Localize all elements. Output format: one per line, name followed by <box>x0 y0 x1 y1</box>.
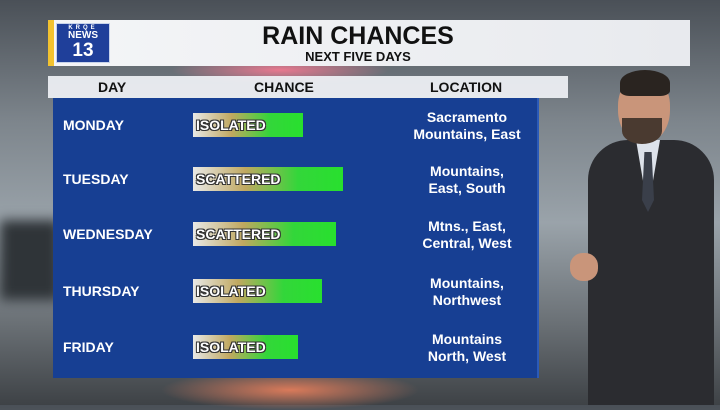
day-label: MONDAY <box>63 117 124 133</box>
background-shadow <box>0 220 60 300</box>
forecast-row: THURSDAY ISOLATED Mountains, Northwest <box>53 272 539 322</box>
hair <box>620 70 670 96</box>
chance-bar: ISOLATED <box>193 335 298 359</box>
station-logo: KRQE NEWS 13 <box>56 23 110 63</box>
day-label: TUESDAY <box>63 171 129 187</box>
day-label: THURSDAY <box>63 283 140 299</box>
chance-bar: ISOLATED <box>193 279 322 303</box>
location-text: Mtns., East, Central, West <box>397 218 537 252</box>
accent-stripe <box>48 20 54 66</box>
location-line-1: Mtns., East, <box>428 218 506 234</box>
location-line-1: Mountains, <box>430 163 504 179</box>
location-line-2: East, South <box>428 180 506 196</box>
location-text: Mountains North, West <box>397 331 537 365</box>
meteorologist <box>570 70 720 405</box>
location-line-2: Mountains, East <box>413 126 521 142</box>
forecast-panel: MONDAY ISOLATED Sacramento Mountains, Ea… <box>53 98 539 378</box>
page-title: RAIN CHANCES <box>262 22 454 50</box>
chance-bar: SCATTERED <box>193 222 336 246</box>
forecast-row: FRIDAY ISOLATED Mountains North, West <box>53 328 539 378</box>
day-label: WEDNESDAY <box>63 226 153 242</box>
logo-channel: 13 <box>72 40 94 61</box>
forecast-row: MONDAY ISOLATED Sacramento Mountains, Ea… <box>53 106 539 156</box>
logo-call-letters: KRQE <box>68 25 98 31</box>
page-subtitle: NEXT FIVE DAYS <box>305 49 411 64</box>
chance-label: SCATTERED <box>196 226 281 242</box>
chance-bar: SCATTERED <box>193 167 343 191</box>
location-text: Mountains, Northwest <box>397 275 537 309</box>
beard <box>622 118 662 144</box>
day-label: FRIDAY <box>63 339 114 355</box>
location-line-2: North, West <box>427 348 507 364</box>
location-line-2: Central, West <box>422 235 512 251</box>
location-text: Sacramento Mountains, East <box>397 109 537 143</box>
forecast-row: TUESDAY SCATTERED Mountains, East, South <box>53 160 539 210</box>
chance-label: ISOLATED <box>196 339 266 355</box>
chance-label: ISOLATED <box>196 283 266 299</box>
tie <box>642 152 654 212</box>
column-header-day: DAY <box>98 79 127 95</box>
location-line-1: Mountains <box>432 331 502 347</box>
hand <box>570 253 598 281</box>
logo-news: NEWS <box>68 30 98 41</box>
column-header-chance: CHANCE <box>254 79 314 95</box>
chance-label: SCATTERED <box>196 171 281 187</box>
column-header-location: LOCATION <box>430 79 503 95</box>
location-line-1: Sacramento <box>426 109 508 125</box>
location-line-2: Northwest <box>432 292 502 308</box>
location-text: Mountains, East, South <box>397 163 537 197</box>
chance-bar: ISOLATED <box>193 113 303 137</box>
title-banner: KRQE NEWS 13 RAIN CHANCES NEXT FIVE DAYS <box>48 20 690 66</box>
column-headers: DAY CHANCE LOCATION <box>48 76 568 98</box>
location-line-1: Mountains, <box>430 275 504 291</box>
forecast-row: WEDNESDAY SCATTERED Mtns., East, Central… <box>53 215 539 265</box>
chance-label: ISOLATED <box>196 117 266 133</box>
